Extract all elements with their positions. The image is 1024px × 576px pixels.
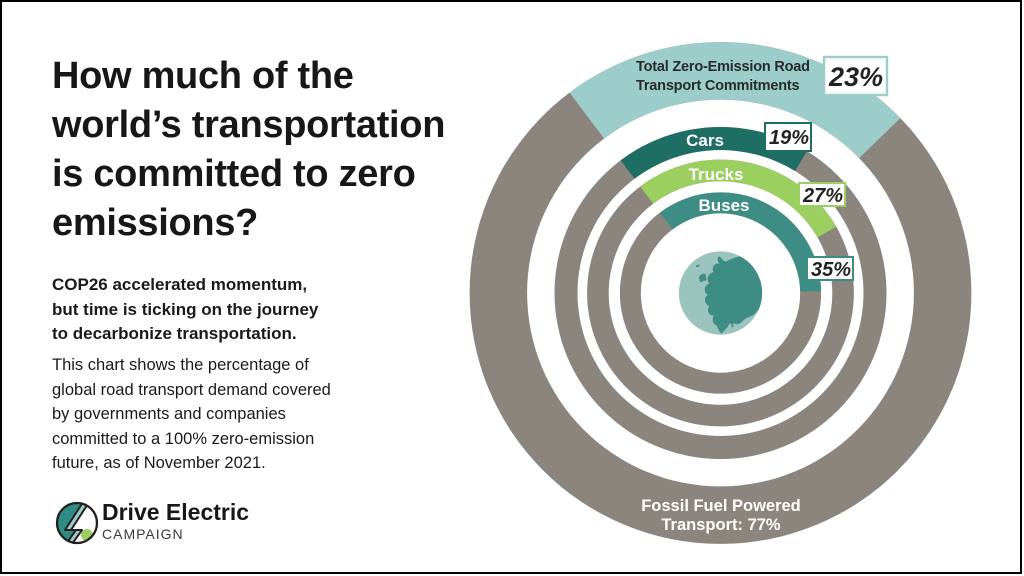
svg-text:Cars: Cars	[686, 131, 724, 150]
svg-text:Buses: Buses	[698, 196, 749, 215]
svg-text:27%: 27%	[802, 185, 843, 207]
svg-text:Total Zero-Emission Road: Total Zero-Emission Road	[636, 59, 810, 75]
svg-text:19%: 19%	[769, 127, 809, 149]
svg-text:Transport: 77%: Transport: 77%	[661, 516, 781, 534]
svg-text:23%: 23%	[828, 62, 883, 92]
svg-text:35%: 35%	[811, 259, 851, 281]
svg-text:Transport Commitments: Transport Commitments	[636, 78, 800, 94]
svg-text:Fossil Fuel Powered: Fossil Fuel Powered	[641, 497, 801, 515]
svg-text:Trucks: Trucks	[689, 165, 744, 184]
